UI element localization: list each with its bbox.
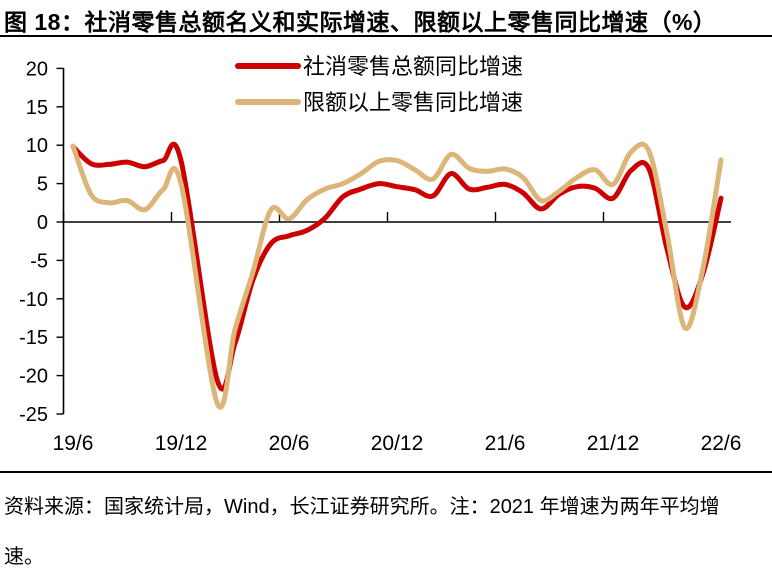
svg-text:19/6: 19/6 (53, 432, 94, 455)
svg-text:20/12: 20/12 (371, 432, 424, 455)
svg-text:-25: -25 (19, 404, 48, 426)
source-note-line1: 资料来源：国家统计局，Wind，长江证券研究所。注：2021 年增速为两年平均增 (4, 496, 720, 518)
legend-label-above-quota: 限额以上零售同比增速 (303, 90, 523, 115)
axes-layer (56, 67, 731, 415)
source-note-line2: 速。 (4, 546, 44, 568)
svg-text:21/6: 21/6 (485, 432, 526, 455)
legend-label-total-retail: 社消零售总额同比增速 (303, 54, 523, 79)
svg-text:-20: -20 (19, 366, 48, 388)
legend: 社消零售总额同比增速 限额以上零售同比增速 (235, 54, 523, 115)
footer-divider-line (0, 471, 772, 473)
svg-text:19/12: 19/12 (155, 432, 208, 455)
svg-text:22/6: 22/6 (701, 432, 742, 455)
svg-text:10: 10 (26, 135, 48, 157)
title-divider-line (0, 35, 772, 37)
svg-text:20: 20 (26, 58, 48, 80)
svg-text:0: 0 (37, 212, 48, 234)
x-axis-tick-labels: 19/6 19/12 20/6 20/12 21/6 21/12 22/6 (53, 432, 742, 455)
svg-text:-15: -15 (19, 327, 48, 349)
series-line-above-quota-retail-yoy (70, 141, 724, 410)
svg-text:15: 15 (26, 97, 48, 119)
source-note: 资料来源：国家统计局，Wind，长江证券研究所。注：2021 年增速为两年平均增… (4, 482, 768, 578)
line-chart: 20 15 10 5 0 -5 -10 -15 -20 -25 19/6 19/12 20/6 20/1… (19, 54, 742, 455)
svg-text:21/12: 21/12 (587, 432, 640, 455)
figure-title: 图 18：社消零售总额名义和实际增速、限额以上零售同比增速（%） (4, 9, 717, 35)
svg-text:5: 5 (37, 174, 48, 196)
svg-text:-10: -10 (19, 289, 48, 311)
svg-text:-5: -5 (30, 250, 48, 272)
series-line-total-retail-yoy (70, 141, 724, 392)
y-axis-tick-labels: 20 15 10 5 0 -5 -10 -15 -20 -25 (19, 58, 48, 426)
svg-text:20/6: 20/6 (269, 432, 310, 455)
